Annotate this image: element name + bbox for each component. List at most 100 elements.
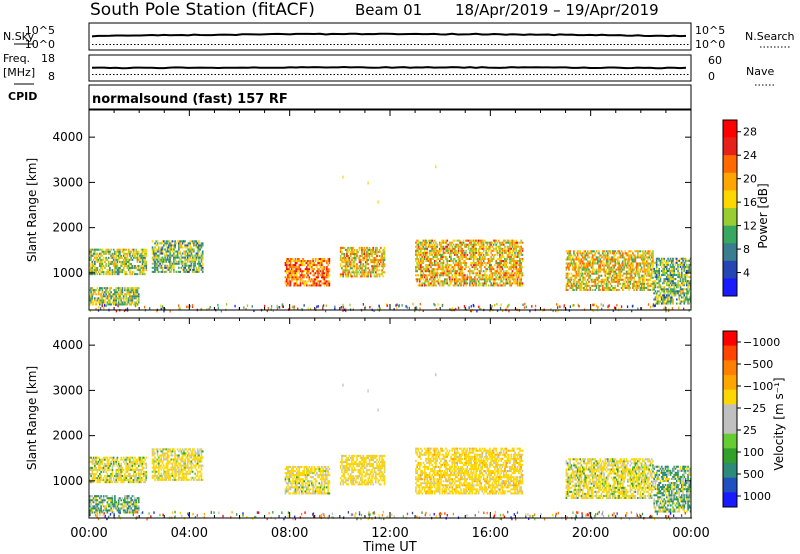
echo-cell xyxy=(193,268,195,271)
echo-cell xyxy=(446,243,449,246)
echo-cell xyxy=(416,270,418,273)
echo-cell xyxy=(217,303,219,307)
echo-cell xyxy=(105,297,107,300)
echo-cell xyxy=(667,290,669,293)
echo-cell xyxy=(382,252,385,256)
echo-cell xyxy=(140,264,143,268)
echo-cell xyxy=(477,243,480,246)
echo-cell xyxy=(316,264,318,267)
echo-cell xyxy=(510,257,513,260)
echo-cell xyxy=(310,284,313,287)
echo-cell xyxy=(109,479,111,482)
echo-cell xyxy=(99,479,101,482)
echo-cell xyxy=(106,458,109,461)
echo-cell xyxy=(517,249,520,252)
echo-cell xyxy=(357,257,360,260)
echo-cell xyxy=(677,265,679,268)
echo-cell xyxy=(193,242,195,245)
echo-cell xyxy=(472,260,475,263)
echo-cell xyxy=(450,241,452,244)
echo-cell xyxy=(684,280,687,283)
echo-cell xyxy=(685,263,688,266)
echo-cell xyxy=(519,272,521,275)
echo-cell xyxy=(436,276,439,279)
echo-cell xyxy=(126,252,129,255)
echo-cell xyxy=(124,273,126,276)
echo-cell xyxy=(131,252,134,255)
echo-cell xyxy=(418,309,421,312)
echo-cell xyxy=(517,276,520,279)
echo-cell xyxy=(99,260,101,263)
echo-cell xyxy=(453,253,456,256)
echo-cell xyxy=(489,309,491,312)
echo-cell xyxy=(110,479,112,482)
echo-cell xyxy=(428,262,431,265)
echo-cell xyxy=(117,304,119,308)
echo-cell xyxy=(566,262,569,265)
echo-cell xyxy=(302,282,304,285)
echo-cell xyxy=(196,254,199,257)
echo-cell xyxy=(463,251,466,254)
echo-cell xyxy=(321,268,323,271)
echo-cell xyxy=(510,264,513,267)
echo-cell xyxy=(511,249,514,252)
echo-cell xyxy=(196,244,199,247)
echo-cell xyxy=(457,239,460,242)
echo-cell xyxy=(634,270,637,273)
echo-cell xyxy=(303,282,306,285)
echo-cell xyxy=(633,254,635,257)
echo-cell xyxy=(120,479,123,482)
echo-cell xyxy=(565,284,568,287)
echo-cell xyxy=(425,253,427,256)
echo-cell xyxy=(161,242,164,245)
echo-cell xyxy=(583,278,585,281)
echo-cell xyxy=(297,257,299,260)
echo-cell xyxy=(591,284,594,287)
echo-cell xyxy=(467,247,470,250)
echo-cell xyxy=(584,272,587,275)
echo-cell xyxy=(680,300,683,303)
echo-cell xyxy=(377,250,380,253)
echo-cell xyxy=(458,270,461,273)
echo-cell xyxy=(181,242,184,245)
echo-cell xyxy=(491,253,494,256)
echo-cell xyxy=(164,248,166,251)
echo-cell xyxy=(482,284,485,287)
echo-cell xyxy=(428,272,431,275)
echo-cell xyxy=(121,287,124,290)
echo-cell xyxy=(448,260,451,263)
echo-cell xyxy=(647,280,649,283)
echo-cell xyxy=(568,284,570,287)
echo-cell xyxy=(445,282,447,285)
echo-cell xyxy=(494,241,496,244)
echo-cell xyxy=(463,305,466,308)
echo-cell xyxy=(568,256,570,259)
echo-cell xyxy=(135,250,138,253)
echo-cell xyxy=(188,242,190,245)
echo-cell xyxy=(606,286,609,289)
echo-cell xyxy=(608,268,610,271)
echo-cell xyxy=(110,256,112,259)
echo-cell xyxy=(363,257,366,260)
echo-cell xyxy=(662,274,664,277)
echo-cell xyxy=(359,259,362,262)
echo-cell xyxy=(480,245,482,248)
echo-cell xyxy=(107,252,110,255)
echo-cell xyxy=(119,466,121,469)
echo-cell xyxy=(319,266,322,269)
echo-cell xyxy=(521,274,524,277)
echo-cell xyxy=(574,262,577,265)
echo-cell xyxy=(151,252,154,255)
echo-cell xyxy=(94,269,96,272)
echo-cell xyxy=(514,280,516,283)
echo-cell xyxy=(491,260,494,263)
echo-cell xyxy=(303,276,306,279)
echo-cell xyxy=(428,274,431,277)
echo-cell xyxy=(679,292,682,295)
echo-cell xyxy=(433,276,436,279)
echo-cell xyxy=(178,240,180,243)
echo-cell xyxy=(683,288,686,291)
echo-cell xyxy=(629,258,632,261)
echo-cell xyxy=(126,301,129,304)
echo-cell xyxy=(334,307,336,311)
